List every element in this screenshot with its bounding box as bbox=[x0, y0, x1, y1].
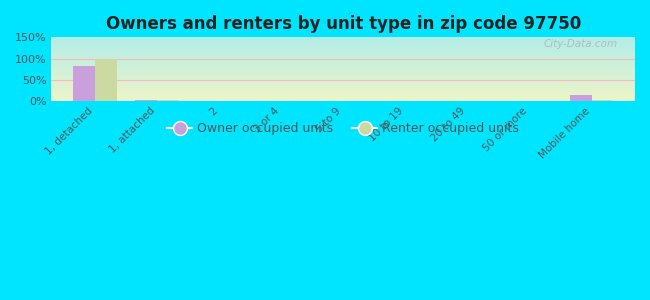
Bar bbox=[135, 100, 157, 101]
Bar bbox=[157, 100, 179, 101]
Bar bbox=[95, 59, 116, 101]
Title: Owners and renters by unit type in zip code 97750: Owners and renters by unit type in zip c… bbox=[105, 15, 581, 33]
Bar bbox=[592, 100, 613, 101]
Legend: Owner occupied units, Renter occupied units: Owner occupied units, Renter occupied un… bbox=[162, 118, 524, 140]
Text: City-Data.com: City-Data.com bbox=[543, 39, 618, 49]
Bar bbox=[73, 66, 95, 101]
Bar bbox=[570, 95, 592, 101]
